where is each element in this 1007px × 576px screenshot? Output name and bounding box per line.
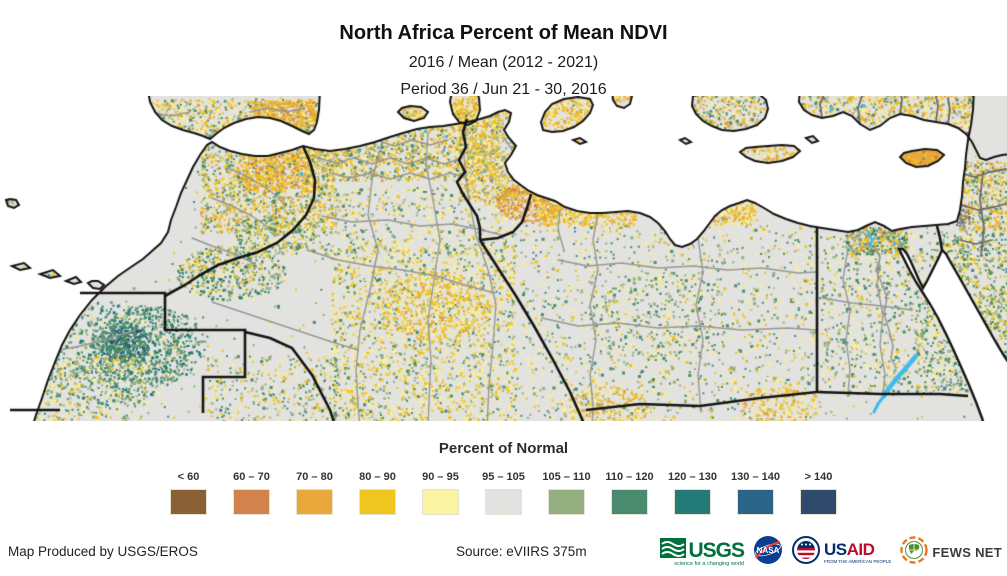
legend-class-label: < 60 <box>177 471 200 483</box>
legend-swatch <box>737 489 774 515</box>
usaid-tagline: FROM THE AMERICAN PEOPLE <box>823 558 892 564</box>
usaid-logo: USAID FROM THE AMERICAN PEOPLE <box>791 536 892 569</box>
legend-items: < 60 60 – 70 70 – 80 80 – 90 90 – 95 95 – 105… <box>0 471 1007 515</box>
legend-class: 95 – 105 <box>472 471 535 515</box>
legend-class: 60 – 70 <box>220 471 283 515</box>
legend: Percent of Normal < 60 60 – 70 70 – 80 80 –… <box>0 440 1007 515</box>
usaid-logo-text-us: US <box>823 539 847 559</box>
legend-class: 110 – 120 <box>598 471 661 515</box>
map-title: North Africa Percent of Mean NDVI <box>339 22 668 44</box>
legend-class-label: 110 – 120 <box>605 471 654 483</box>
legend-class-label: > 140 <box>804 471 833 483</box>
legend-swatch <box>359 489 396 515</box>
fews-net-globe-icon <box>900 536 929 569</box>
legend-swatch <box>548 489 585 515</box>
usgs-logo-text: USGS <box>688 538 745 562</box>
legend-class: 105 – 110 <box>535 471 598 515</box>
legend-class-label: 70 – 80 <box>296 471 333 483</box>
legend-swatch <box>233 489 270 515</box>
legend-class: 90 – 95 <box>409 471 472 515</box>
fews-net-logo: FEWS NET <box>900 536 1002 569</box>
legend-swatch <box>611 489 648 515</box>
legend-title: Percent of Normal <box>438 440 569 457</box>
legend-class: < 60 <box>157 471 220 515</box>
ndvi-map-canvas <box>0 96 1007 421</box>
nasa-logo: NASA <box>753 535 783 570</box>
legend-class-label: 80 – 90 <box>359 471 396 483</box>
usaid-logo-text-aid: AID <box>846 539 875 559</box>
legend-swatch <box>170 489 207 515</box>
legend-class-label: 60 – 70 <box>233 471 270 483</box>
usgs-logo: USGS science for a changing world <box>660 538 745 567</box>
legend-class: 130 – 140 <box>724 471 787 515</box>
source-text: Source: eVIIRS 375m <box>456 544 587 559</box>
footer: Map Produced by USGS/EROS Source: eVIIRS… <box>0 532 1007 576</box>
legend-class: 70 – 80 <box>283 471 346 515</box>
produced-by-text: Map Produced by USGS/EROS <box>8 544 198 559</box>
legend-class-label: 90 – 95 <box>422 471 459 483</box>
fews-net-logo-text: FEWS NET <box>932 545 1002 560</box>
usgs-waves-icon <box>660 538 687 563</box>
legend-swatch <box>296 489 333 515</box>
legend-class: 80 – 90 <box>346 471 409 515</box>
legend-swatch <box>800 489 837 515</box>
legend-class-label: 105 – 110 <box>542 471 591 483</box>
usgs-tagline: science for a changing world <box>674 561 744 567</box>
usaid-shield-icon <box>791 536 820 569</box>
legend-swatch <box>422 489 459 515</box>
legend-class: > 140 <box>787 471 850 515</box>
map-subtitle-years: 2016 / Mean (2012 - 2021) <box>408 54 599 71</box>
legend-swatch <box>485 489 522 515</box>
map-header: North Africa Percent of Mean NDVI 2016 /… <box>0 0 1007 99</box>
legend-class-label: 130 – 140 <box>731 471 780 483</box>
logo-row: USGS science for a changing world NASA <box>660 535 1002 570</box>
legend-class: 120 – 130 <box>661 471 724 515</box>
legend-swatch <box>674 489 711 515</box>
legend-class-label: 95 – 105 <box>482 471 525 483</box>
legend-class-label: 120 – 130 <box>668 471 717 483</box>
svg-text:NASA: NASA <box>757 546 780 555</box>
